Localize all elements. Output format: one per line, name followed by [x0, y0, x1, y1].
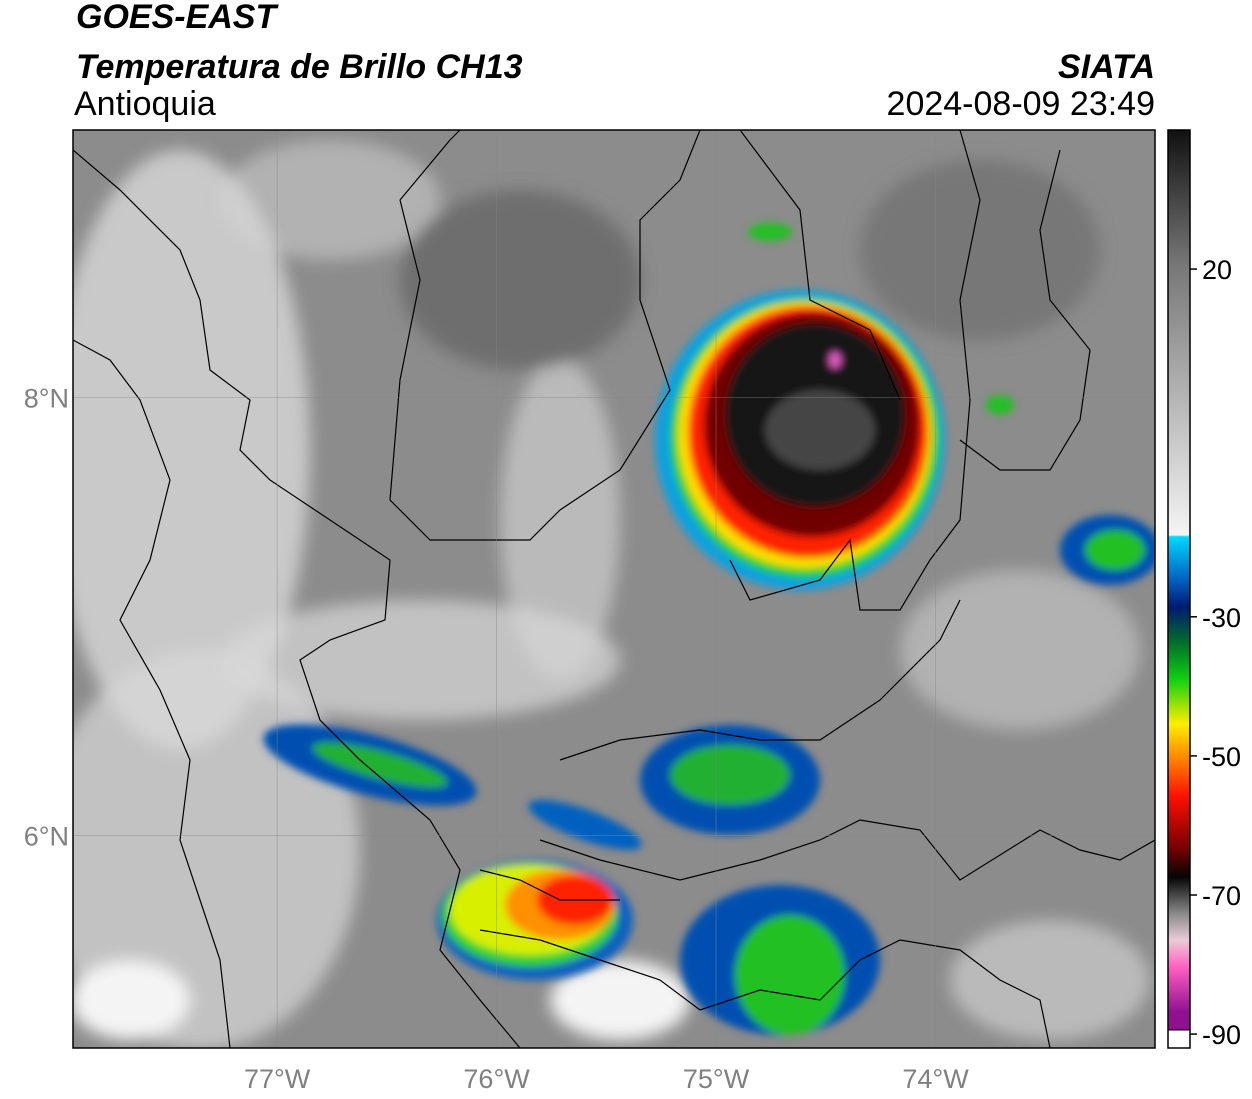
lat-tick-label: 6°N [24, 821, 69, 851]
colorbar-tick-label: -70 [1202, 881, 1241, 911]
colorbar-tick-label: -90 [1202, 1020, 1241, 1050]
colorbar-under [1167, 1029, 1191, 1049]
lon-tick-label: 74°W [902, 1064, 969, 1094]
colorbar-tick-label: -30 [1202, 603, 1241, 633]
subtitle: Temperatura de Brillo CH13 [76, 48, 523, 86]
colorbar-tick-label: -50 [1202, 742, 1241, 772]
region: Antioquia [74, 85, 216, 123]
satellite-image [73, 130, 1155, 1048]
source: SIATA [1058, 48, 1155, 86]
title: GOES-EAST [76, 0, 279, 36]
lat-tick-label: 8°N [24, 383, 69, 413]
map-frame [72, 129, 1156, 1049]
colorbar [1168, 130, 1190, 1030]
colorbar-tick-label: 20 [1202, 255, 1232, 285]
graticule [73, 130, 1155, 1048]
lon-tick-label: 77°W [244, 1064, 311, 1094]
lon-tick-label: 75°W [683, 1064, 750, 1094]
colorbar-frame [1167, 129, 1191, 1049]
lon-tick-label: 76°W [463, 1064, 530, 1094]
timestamp: 2024-08-09 23:49 [887, 85, 1155, 123]
